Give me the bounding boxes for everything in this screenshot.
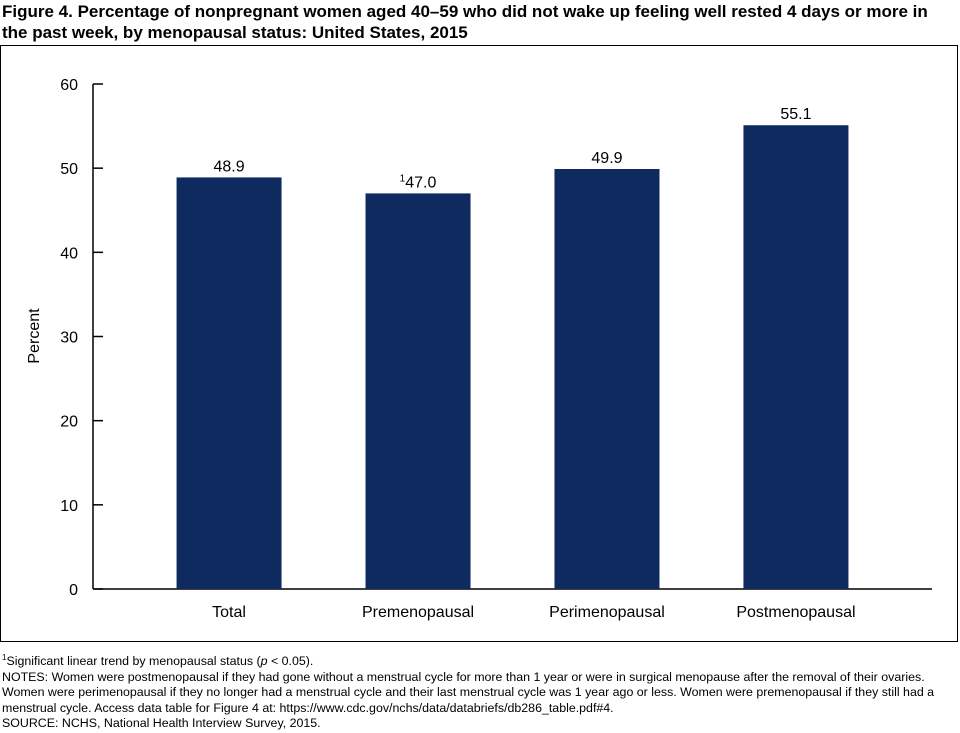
bar [176, 177, 282, 590]
bars [176, 125, 849, 590]
source-text: SOURCE: NCHS, National Health Interview … [2, 716, 321, 731]
notes-text: NOTES: Women were postmenopausal if they… [2, 669, 935, 715]
data-labels: 48.9 147.0 49.9 55.1 [213, 106, 811, 191]
data-label: 147.0 [400, 173, 437, 191]
data-label: 49.9 [591, 150, 622, 167]
bar [365, 193, 471, 589]
data-label: 48.9 [213, 158, 244, 175]
x-axis: Total Premenopausal Perimenopausal Postmeno… [93, 588, 932, 621]
figure-notes: 1Significant linear trend by menopausal … [2, 650, 958, 732]
y-tick-label: 10 [60, 498, 78, 515]
figure-title: Figure 4. Percentage of nonpregnant wome… [2, 2, 928, 42]
y-axis: 0 10 20 30 40 50 60 [60, 77, 103, 599]
y-tick-label: 50 [60, 161, 78, 178]
footnote: 1Significant linear trend by menopausal … [2, 653, 314, 669]
y-tick-label: 20 [60, 414, 78, 431]
y-axis-label: Percent [26, 308, 43, 364]
y-tick-label: 30 [60, 330, 78, 347]
x-tick-label: Perimenopausal [549, 604, 665, 621]
y-tick-label: 0 [69, 582, 78, 599]
bar [554, 169, 660, 589]
chart-frame [0, 45, 958, 642]
bar [743, 125, 849, 589]
data-label: 55.1 [780, 106, 811, 123]
data-label-superscript: 1 [400, 173, 406, 184]
x-tick-label: Total [212, 604, 246, 621]
x-tick-label: Premenopausal [362, 604, 474, 621]
x-tick-label: Postmenopausal [736, 604, 855, 621]
bar-chart: 0 10 20 30 40 50 60 Total Premenopausal Perimeno… [26, 77, 932, 621]
y-tick-label: 60 [60, 77, 78, 94]
y-tick-label: 40 [60, 245, 78, 262]
